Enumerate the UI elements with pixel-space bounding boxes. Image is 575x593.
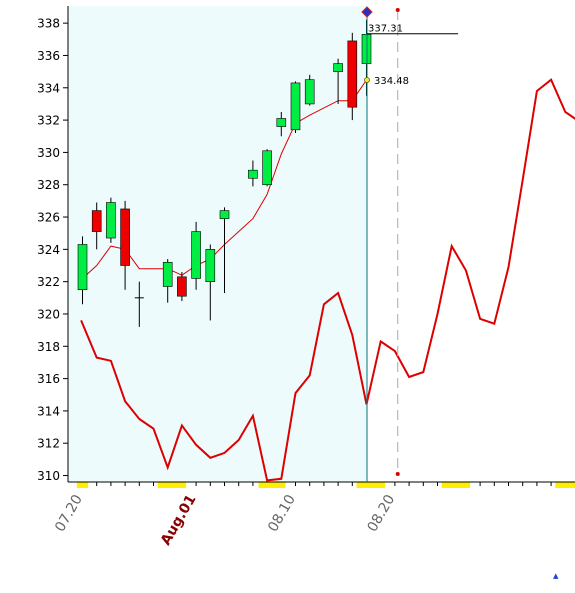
cursor-diamond-marker — [361, 6, 373, 18]
candle-body — [262, 150, 272, 186]
y-tick-label: 338 — [37, 17, 60, 31]
week-marker — [441, 482, 471, 488]
y-tick-label: 330 — [37, 146, 60, 160]
candle-body — [219, 210, 230, 219]
x-tick-label: 08.20 — [364, 492, 398, 535]
x-tick-label: 07.20 — [52, 492, 86, 535]
forecast-marker-bottom — [395, 472, 400, 476]
candle-body — [276, 118, 287, 127]
candle-body — [191, 231, 201, 279]
week-marker — [258, 482, 286, 488]
candle-body — [106, 202, 116, 239]
week-marker — [555, 482, 575, 488]
x-tick-label: Aug.01 — [158, 492, 200, 548]
week-marker — [76, 482, 89, 488]
week-marker — [356, 482, 385, 488]
plot-background — [68, 6, 367, 482]
week-marker — [157, 482, 187, 488]
candle-body — [91, 210, 102, 232]
candle-body — [162, 261, 173, 287]
candle-body — [177, 276, 187, 297]
candle-body — [248, 169, 258, 179]
y-tick-label: 322 — [37, 275, 60, 289]
y-tick-label: 314 — [37, 404, 60, 418]
y-tick-label: 316 — [37, 372, 60, 386]
candle-body — [304, 79, 315, 105]
close-price-label: 337.31 — [368, 23, 403, 34]
y-tick-label: 310 — [37, 469, 60, 483]
y-tick-label: 312 — [37, 437, 60, 451]
y-tick-label: 328 — [37, 178, 60, 192]
candle-body — [120, 208, 130, 266]
y-tick-label: 320 — [37, 307, 60, 321]
ma-end-dot — [364, 77, 370, 83]
y-tick-label: 318 — [37, 340, 60, 354]
x-tick-label: 08.10 — [265, 492, 299, 535]
lower-series-line — [80, 78, 575, 482]
candle-body — [290, 82, 301, 131]
y-tick-label: 336 — [37, 49, 60, 63]
y-tick-label: 324 — [37, 243, 60, 257]
candle-body — [205, 249, 216, 282]
y-tick-label: 326 — [37, 211, 60, 225]
candle-body — [333, 63, 343, 72]
ma-value-label: 334.48 — [374, 76, 409, 87]
plot-background-future — [367, 6, 575, 482]
corner-arrow-icon: ▴ — [553, 569, 559, 582]
candle-body — [347, 40, 358, 108]
candle-body — [77, 244, 88, 291]
y-tick-label: 332 — [37, 114, 60, 128]
y-tick-label: 334 — [37, 81, 60, 95]
forecast-marker-top — [395, 8, 400, 12]
